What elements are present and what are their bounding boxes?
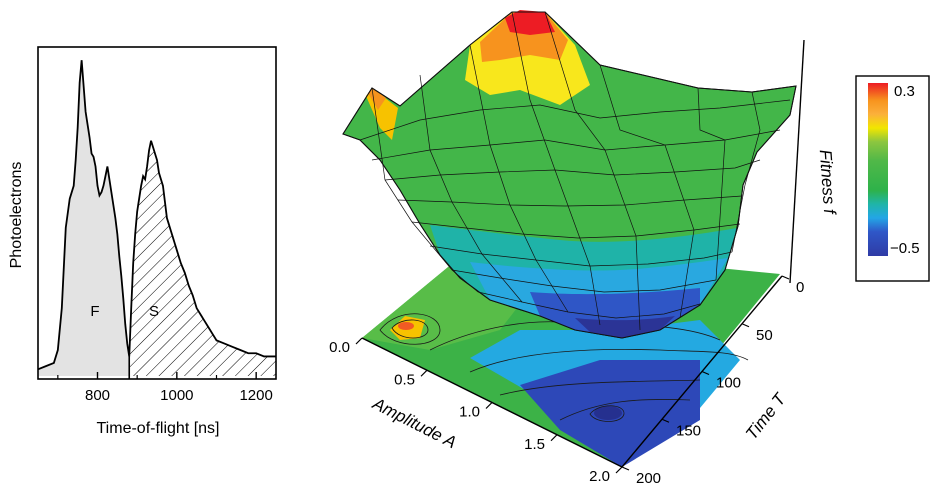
region-fill-s [129,140,276,376]
time-tick [621,466,630,471]
tof-spectrum-line [37,60,276,371]
surface-grid-lines [359,11,791,331]
time-tick-label: 50 [756,327,773,344]
surface-grid-column [697,87,726,281]
fitness-landscape-chart: Fitness f 0.0 0.5 1.0 1.5 2.0 Amplitude A 0 5… [329,10,839,487]
surface-grid-row [384,159,761,181]
amplitude-tick-label: 0.5 [394,371,415,388]
amplitude-tick-label: 2.0 [589,468,610,485]
surface-grid-row [451,269,717,293]
amplitude-tick [615,466,623,474]
amplitude-tick-label: 1.0 [459,404,480,421]
tof-spectrum-chart: 800 1000 1200 F S Time-of-flight [ns] Phot… [8,46,277,437]
time-tick [661,418,670,423]
amplitude-tick [420,369,428,377]
surface-band-navy [575,316,675,338]
fitness-axis-label: Fitness f [816,149,840,217]
tof-x-tick-label: 800 [85,387,110,404]
time-tick-label: 200 [636,470,661,487]
region-label-f: F [90,303,99,320]
surface-band-red [505,10,555,35]
contour-minimum-core [594,406,622,420]
tof-plot-frame [37,46,277,380]
region-fill-f [38,60,130,376]
contour-peak-core [398,322,414,330]
region-label-s: S [149,303,159,320]
amplitude-tick [485,402,493,409]
surface-grid-row [371,129,781,161]
tof-x-tick-label: 1200 [239,387,272,404]
time-axis-label: Time T [742,389,790,444]
colorbar-gradient [868,83,888,256]
colorbar-min-label: −0.5 [890,240,920,257]
amplitude-tick [550,434,558,442]
surface-grid-column [371,87,479,293]
tof-x-axis-label: Time-of-flight [ns] [97,420,220,437]
surface-grid-column [544,11,641,331]
tof-x-tick-label: 1000 [160,387,193,404]
colorbar: 0.3 −0.5 [855,75,930,282]
surface-grid-column [469,44,569,313]
surface-outline [342,11,797,339]
time-tick-label: 0 [796,279,804,296]
amplitude-tick-label: 0.0 [329,339,350,356]
surface-grid-row [359,99,791,141]
surface-grid-column [419,74,523,303]
surface-grid-column [599,64,695,319]
surface-grid-column [511,11,601,326]
time-tick-label: 100 [716,375,741,392]
time-tick [781,275,790,280]
amplitude-tick [355,337,363,345]
time-tick-label: 150 [676,422,701,439]
time-tick [701,370,710,376]
fitness-axis-line [789,39,805,284]
amplitude-tick-label: 1.5 [524,436,545,453]
amplitude-axis-label: Amplitude A [369,394,460,453]
surface-grid-row [477,291,701,319]
tof-y-axis-label: Photoelectrons [8,162,25,269]
colorbar-max-label: 0.3 [894,83,915,100]
time-tick [741,323,750,328]
